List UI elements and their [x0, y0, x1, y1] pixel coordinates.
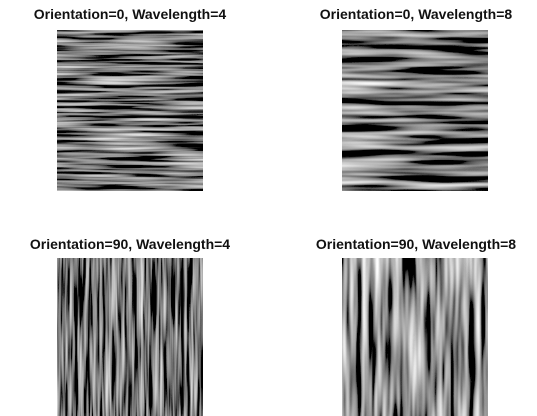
- panel-title: Orientation=90, Wavelength=8: [316, 236, 516, 252]
- filtered-image: [57, 30, 203, 191]
- panel-title: Orientation=0, Wavelength=8: [320, 6, 513, 22]
- figure: Orientation=0, Wavelength=4 Orientation=…: [0, 0, 537, 416]
- panel-title: Orientation=90, Wavelength=4: [30, 236, 230, 252]
- panel-title: Orientation=0, Wavelength=4: [34, 6, 227, 22]
- filtered-image: [57, 258, 203, 416]
- filtered-image: [342, 258, 488, 416]
- filtered-image: [342, 30, 488, 191]
